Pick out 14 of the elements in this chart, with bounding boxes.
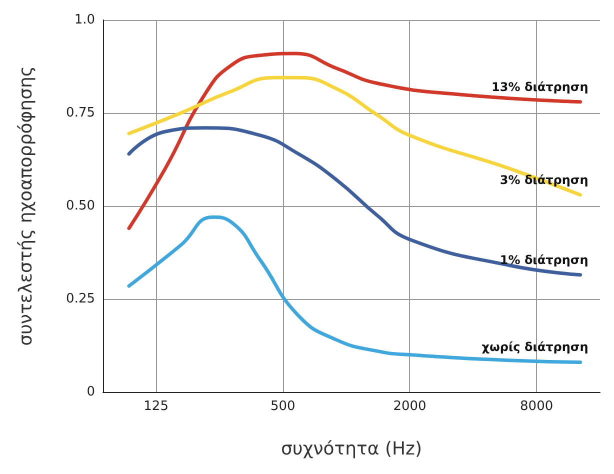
y-tick-label: 0.50 bbox=[66, 198, 95, 214]
series-label: 1% διάτρηση bbox=[500, 252, 588, 267]
series-label: 13% διάτρηση bbox=[492, 80, 588, 94]
y-tick-label: 0.75 bbox=[66, 106, 95, 120]
y-tick-label: 0 bbox=[86, 384, 95, 400]
x-tick-label: 8000 bbox=[520, 399, 554, 414]
series-label: χωρίς διάτρηση bbox=[482, 340, 588, 354]
x-tick-label: 500 bbox=[270, 399, 296, 414]
y-tick-label: 1.0 bbox=[74, 12, 95, 28]
y-axis-title: συντελεστής ηχοαπορρόφησης bbox=[16, 66, 36, 346]
y-tick-label: 0.25 bbox=[66, 292, 95, 306]
x-tick-label: 2000 bbox=[393, 399, 426, 414]
x-axis-title: συχνότητα (Hz) bbox=[281, 438, 422, 460]
x-tick-label: 125 bbox=[144, 399, 168, 414]
